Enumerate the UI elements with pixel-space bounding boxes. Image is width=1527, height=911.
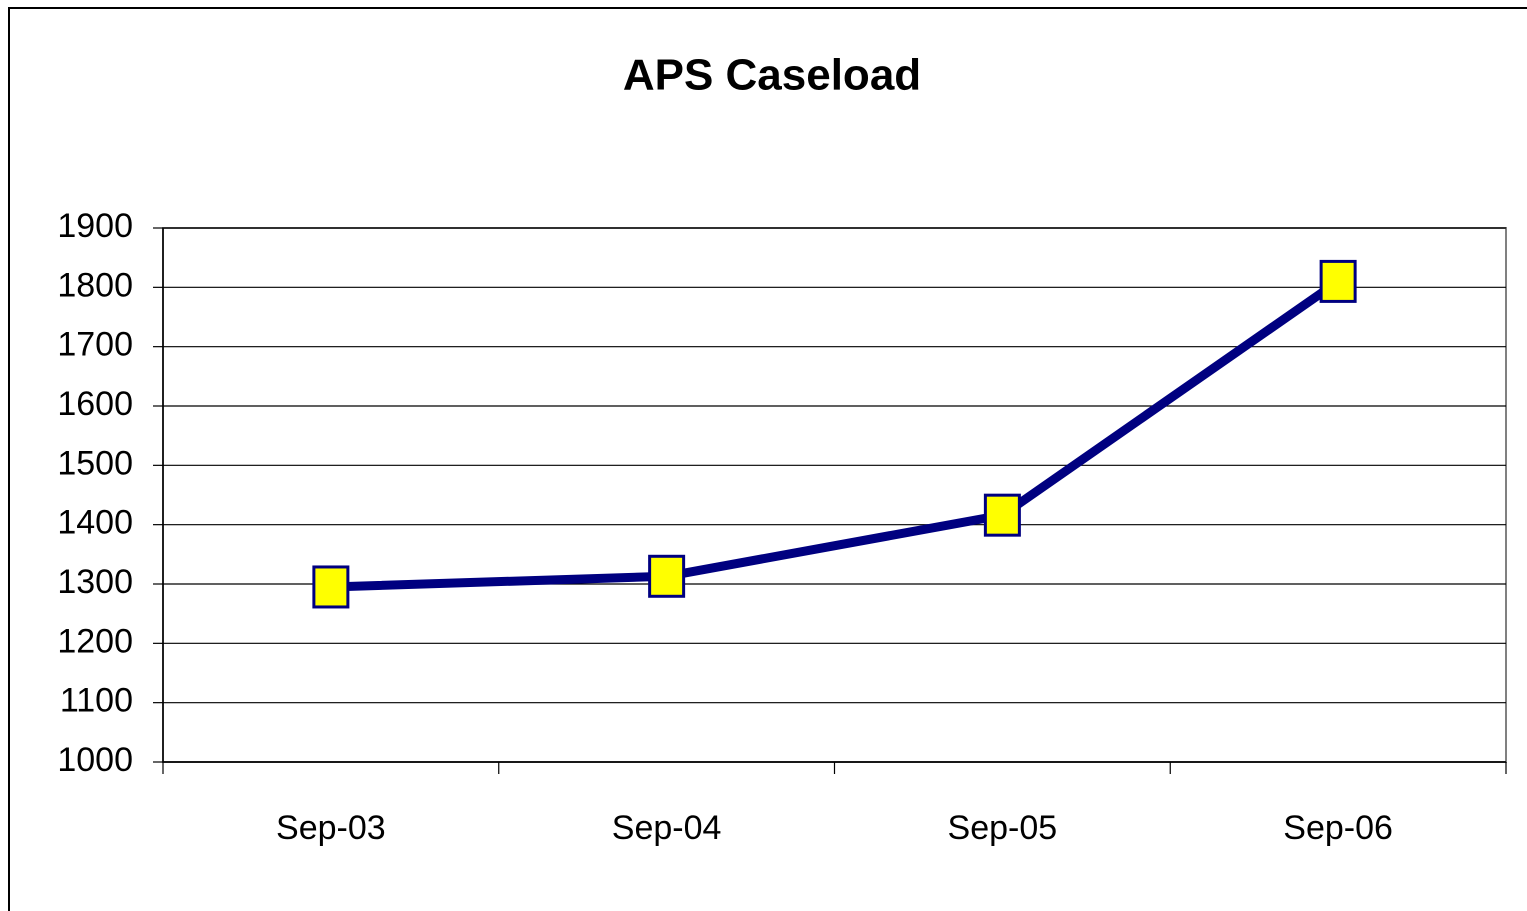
x-tick-label: Sep-03 xyxy=(276,809,386,847)
data-marker xyxy=(1319,259,1357,303)
y-tick-label: 1600 xyxy=(57,385,133,423)
x-tick-label: Sep-04 xyxy=(612,809,722,847)
y-tick-label: 1400 xyxy=(57,504,133,542)
data-marker xyxy=(983,493,1021,537)
y-tick-label: 1000 xyxy=(57,741,133,779)
y-tick-label: 1900 xyxy=(57,207,133,245)
y-tick-label: 1500 xyxy=(57,444,133,482)
y-tick-label: 1700 xyxy=(57,326,133,364)
y-tick-label: 1800 xyxy=(57,266,133,304)
y-tick-label: 1300 xyxy=(57,563,133,601)
y-tick-label: 1100 xyxy=(60,682,133,720)
data-marker xyxy=(648,554,686,598)
y-tick-label: 1200 xyxy=(57,622,133,660)
x-tick-label: Sep-06 xyxy=(1283,809,1393,847)
x-tick-label: Sep-05 xyxy=(948,809,1058,847)
chart-title: APS Caseload xyxy=(623,51,921,100)
data-marker xyxy=(312,565,350,609)
data-line xyxy=(330,277,1341,592)
